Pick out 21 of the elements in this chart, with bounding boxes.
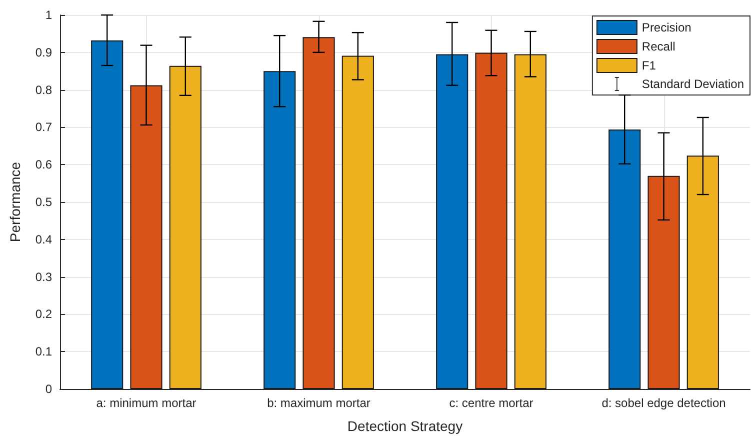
y-tick-label: 0.9: [35, 45, 52, 60]
legend-label: F1: [642, 58, 656, 72]
y-tick-label: 1: [45, 8, 52, 22]
y-tick-label: 0.6: [35, 158, 52, 172]
x-tick-label: a: minimum mortar: [96, 396, 196, 410]
y-tick-label: 0.2: [35, 307, 52, 322]
y-tick-label: 0.8: [35, 82, 52, 97]
y-tick-label: 0.7: [35, 120, 52, 134]
y-tick-label: 0.5: [35, 195, 52, 209]
legend-label: Recall: [642, 40, 676, 54]
y-tick-label: 0: [45, 382, 52, 396]
legend-label: Precision: [642, 20, 692, 34]
y-tick-label: 0.4: [35, 232, 52, 246]
annotation: Standard Deviation: [642, 77, 744, 91]
y-tick-label: 0.1: [35, 344, 52, 359]
y-tick-label: 0.3: [35, 270, 52, 284]
x-tick-label: b: maximum mortar: [267, 396, 370, 410]
x-tick-label: c: centre mortar: [449, 396, 534, 410]
x-tick-label: d: sobel edge detection: [602, 396, 726, 410]
x-axis-title: Detection Strategy: [347, 418, 463, 434]
y-axis-title: Performance: [7, 162, 23, 242]
